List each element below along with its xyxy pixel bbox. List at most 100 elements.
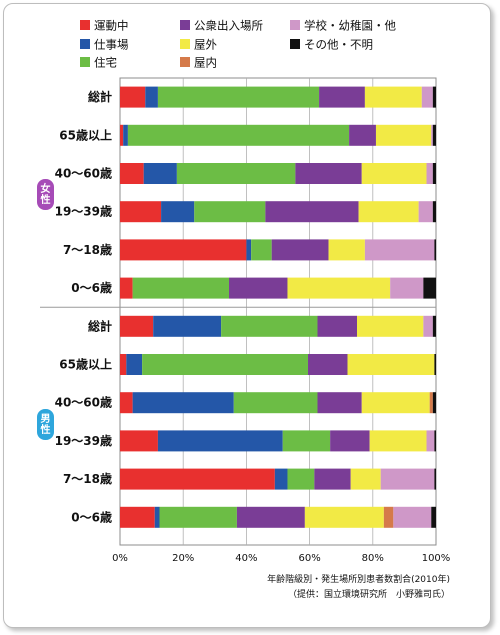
bar-segment <box>287 277 391 299</box>
bar-segment <box>229 277 288 299</box>
bar-segment <box>265 201 359 223</box>
legend-item: 運動中 <box>80 19 129 33</box>
bar-segment <box>176 163 296 184</box>
bar-segment <box>120 201 162 223</box>
legend-item: 屋内 <box>180 56 217 70</box>
bar-segment <box>432 124 436 146</box>
bar-segment <box>154 506 160 528</box>
legend: 運動中 仕事場 住宅 公衆出入場所 屋外 屋内 学校・幼稚園・他 その他・不明 <box>80 19 396 70</box>
bar-segment <box>120 392 133 414</box>
legend-label: 公衆出入場所 <box>194 19 263 33</box>
bar-segment <box>304 506 384 528</box>
category-label: 0〜6歳 <box>71 280 112 295</box>
legend-swatch <box>180 57 190 67</box>
caption-title: 年齢階級別・発生場所別患者数割合(2010年) <box>267 573 450 585</box>
x-tick-label: 0% <box>112 553 128 564</box>
legend-label: その他・不明 <box>304 38 373 52</box>
group-badge-label: 女性 <box>40 182 51 206</box>
bar-segment <box>123 124 128 146</box>
bar-segment <box>380 468 435 490</box>
bar-segment <box>432 392 436 414</box>
category-label: 65歳以上 <box>59 127 112 142</box>
legend-label: 屋外 <box>194 38 217 52</box>
legend-label: 学校・幼稚園・他 <box>304 19 396 33</box>
bar-segment <box>361 392 430 414</box>
bar-segment <box>157 86 320 108</box>
legend-swatch <box>80 39 90 49</box>
category-label: 65歳以上 <box>59 357 112 372</box>
bar-segment <box>319 86 365 108</box>
bar-segment <box>132 277 230 299</box>
bar-segment <box>432 163 436 184</box>
bar-segment <box>350 468 381 490</box>
bar-segment <box>142 354 309 375</box>
legend-swatch <box>180 20 190 30</box>
legend-swatch <box>80 20 90 30</box>
bar-segment <box>126 354 143 375</box>
bar-segment <box>421 86 433 108</box>
legend-swatch <box>290 39 300 49</box>
bar-segment <box>120 506 155 528</box>
bar-segment <box>314 468 351 490</box>
category-label: 7〜18歳 <box>63 242 112 257</box>
bar-segment <box>127 124 350 146</box>
group-badge-label: 男性 <box>40 413 51 436</box>
bar-segment <box>317 315 357 337</box>
bar-segment <box>383 506 394 528</box>
bar-segment <box>432 201 436 223</box>
group-badge-shape <box>37 409 54 440</box>
bar-segment <box>120 277 133 299</box>
bar-segment <box>434 354 436 375</box>
x-tick-label: 60% <box>298 553 320 564</box>
bar-segment <box>120 354 127 375</box>
bar-segment <box>236 506 305 528</box>
bar-segment <box>364 239 435 261</box>
bar-segment <box>432 86 436 108</box>
bar-segment <box>274 468 288 490</box>
group-badge-shape <box>37 179 54 210</box>
bars <box>120 86 436 528</box>
category-label: 0〜6歳 <box>71 509 112 524</box>
bar-segment <box>431 124 433 146</box>
bar-segment <box>317 392 362 414</box>
bar-segment <box>308 354 348 375</box>
bar-segment <box>143 163 177 184</box>
legend-label: 住宅 <box>94 56 117 70</box>
bar-segment <box>120 86 146 108</box>
legend-item: 住宅 <box>80 56 117 70</box>
bar-segment <box>434 239 436 261</box>
bar-segment <box>153 315 222 337</box>
legend-label: 屋内 <box>194 56 217 70</box>
bar-segment <box>282 430 331 452</box>
x-tick-label: 20% <box>172 553 194 564</box>
legend-item: 学校・幼稚園・他 <box>290 19 396 33</box>
bar-segment <box>120 468 275 490</box>
plot-border <box>119 77 437 546</box>
x-tick-labels: 0% 20% 40% 60% 80% 100% <box>112 553 450 564</box>
legend-item: 公衆出入場所 <box>180 19 263 33</box>
bar-segment <box>434 468 436 490</box>
bar-segment <box>120 124 124 146</box>
legend-item: 仕事場 <box>80 38 129 52</box>
legend-swatch <box>180 39 190 49</box>
x-tick-label: 40% <box>235 553 257 564</box>
bar-segment <box>145 86 158 108</box>
bar-segment <box>246 239 252 261</box>
bar-segment <box>328 239 365 261</box>
bar-segment <box>364 86 422 108</box>
x-tick-label: 100% <box>422 553 451 564</box>
category-label: 19〜39歳 <box>55 204 112 219</box>
bar-segment <box>120 163 144 184</box>
bar-segment <box>434 430 436 452</box>
legend-item: 屋外 <box>180 38 217 52</box>
group-badge-female: 女性 <box>37 179 54 210</box>
bar-segment <box>393 506 432 528</box>
bar-segment <box>390 277 424 299</box>
bar-segment <box>347 354 435 375</box>
row-labels: 総計65歳以上40〜60歳19〜39歳7〜18歳0〜6歳総計65歳以上40〜60… <box>55 89 112 524</box>
category-label: 19〜39歳 <box>55 433 112 448</box>
category-label: 40〜60歳 <box>55 395 112 410</box>
caption-credit: （提供：国立環境研究所 小野雅司氏） <box>288 588 450 600</box>
bar-segment <box>369 430 427 452</box>
